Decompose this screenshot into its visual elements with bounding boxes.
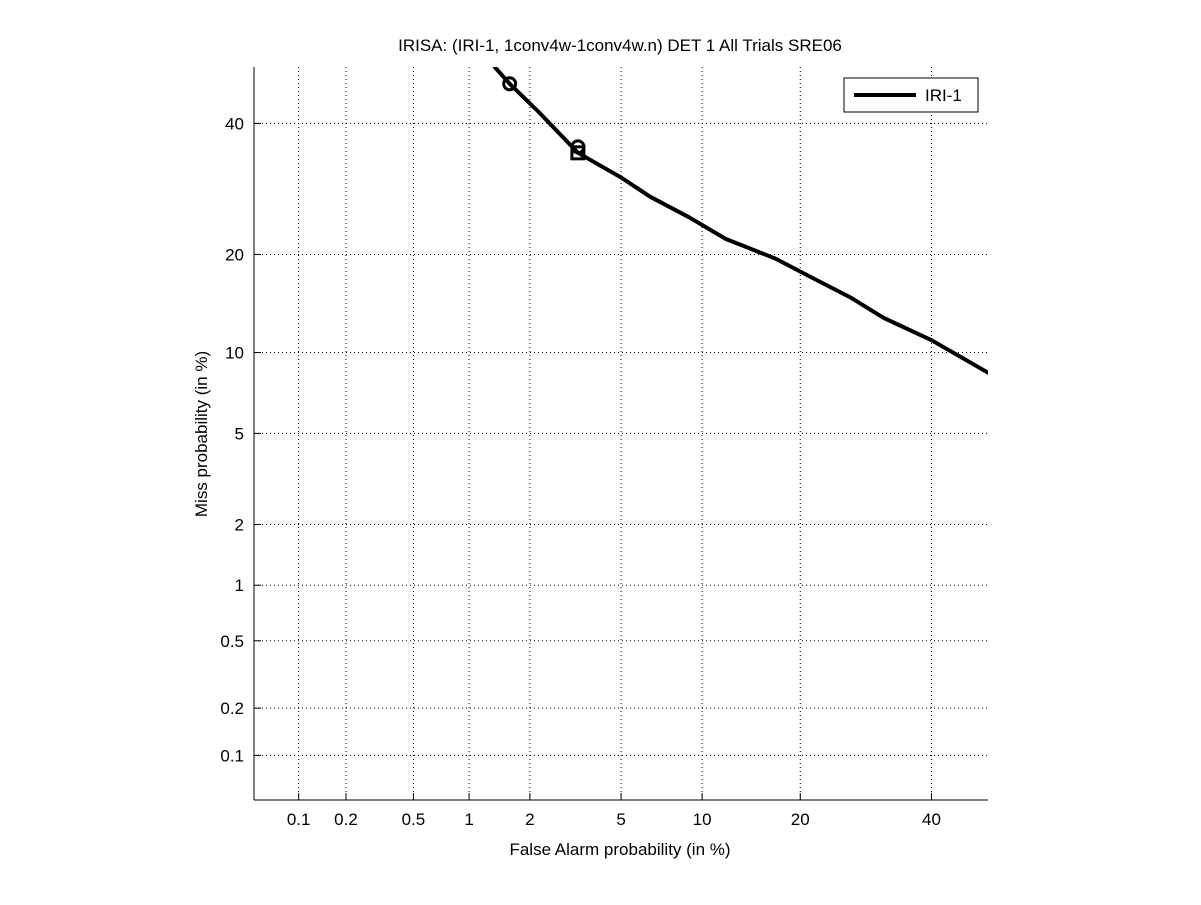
x-tick-label-0.1: 0.1 <box>287 810 311 829</box>
y-axis-label: Miss probability (in %) <box>192 351 211 517</box>
y-tick-label-0.1: 0.1 <box>220 746 244 765</box>
series-layer <box>492 67 988 375</box>
y-tick-label-2: 2 <box>235 515 244 534</box>
x-axis-label: False Alarm probability (in %) <box>509 840 730 859</box>
tick-labels: 0.1 0.2 0.5 1 2 5 10 20 40 0.1 0.2 0.5 1 2 5 10 20 40 <box>220 114 941 829</box>
x-tick-label-1: 1 <box>464 810 473 829</box>
marker-circle-0 <box>502 76 518 92</box>
legend: IRI-1 <box>843 77 979 113</box>
y-tick-label-10: 10 <box>225 343 244 362</box>
x-tick-label-20: 20 <box>791 810 810 829</box>
y-tick-label-20: 20 <box>225 245 244 264</box>
y-tick-label-40: 40 <box>225 114 244 133</box>
marker-square-2 <box>570 145 586 161</box>
x-tick-label-40: 40 <box>922 810 941 829</box>
legend-label-iri-1: IRI-1 <box>925 86 962 105</box>
x-tick-label-0.5: 0.5 <box>402 810 426 829</box>
axes <box>253 67 988 801</box>
x-tick-label-10: 10 <box>693 810 712 829</box>
x-tick-label-2: 2 <box>525 810 534 829</box>
chart-title: IRISA: (IRI-1, 1conv4w-1conv4w.n) DET 1 … <box>398 36 842 55</box>
y-tick-label-0.2: 0.2 <box>220 699 244 718</box>
x-tick-label-5: 5 <box>616 810 625 829</box>
y-tick-label-0.5: 0.5 <box>220 632 244 651</box>
y-tick-label-1: 1 <box>235 576 244 595</box>
series-line-iri-1 <box>492 67 988 375</box>
x-tick-label-0.2: 0.2 <box>334 810 358 829</box>
y-tick-label-5: 5 <box>235 424 244 443</box>
